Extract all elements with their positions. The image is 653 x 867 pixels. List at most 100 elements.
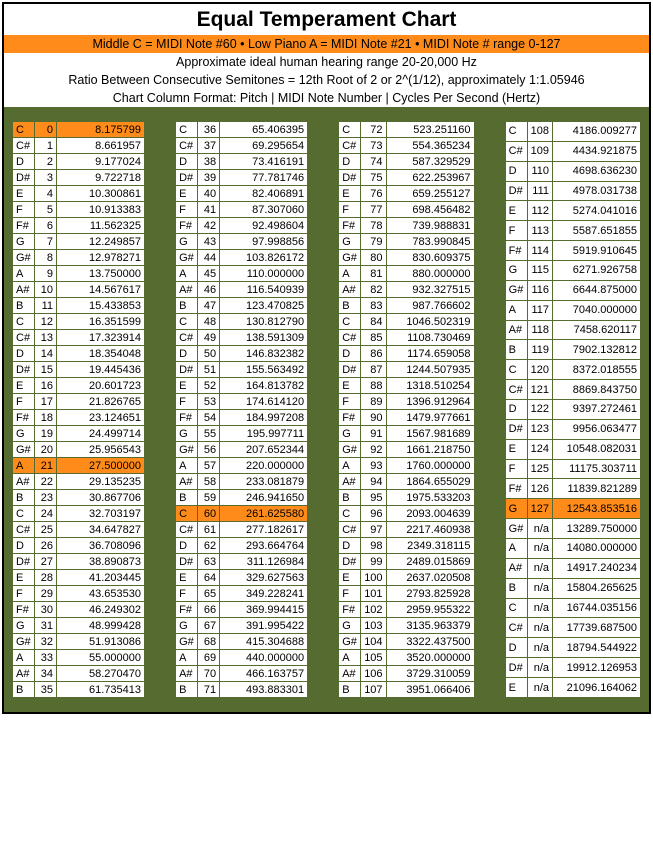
table-row: G#3251.913086 [13,634,145,650]
table-row: A#941864.655029 [339,474,474,490]
hz-cell: 554.365234 [386,138,474,154]
midi-cell: 42 [198,218,220,234]
midi-cell: 21 [35,458,57,474]
table-row: C#49138.591309 [176,330,308,346]
hz-cell: 523.251160 [386,122,474,138]
data-column-1: C3665.406395C#3769.295654D3873.416191D#3… [175,121,308,698]
hz-cell: 11.562325 [57,218,145,234]
table-row: F#66369.994415 [176,602,308,618]
pitch-cell: A [176,458,198,474]
table-row: E4082.406891 [176,186,308,202]
hz-cell: 21096.164062 [553,678,641,698]
hz-cell: 82.406891 [220,186,308,202]
pitch-cell: E [339,186,361,202]
pitch-cell: F# [13,218,35,234]
midi-cell: 98 [361,538,386,554]
midi-cell: 50 [198,346,220,362]
hz-cell: 1046.502319 [386,314,474,330]
table-row: D3873.416191 [176,154,308,170]
table-row: B951975.533203 [339,490,474,506]
hz-cell: 7902.132812 [553,340,641,360]
pitch-cell: G# [339,250,361,266]
pitch-cell: D# [13,554,35,570]
table-row: D#1519.445436 [13,362,145,378]
table-row: F53174.614120 [176,394,308,410]
midi-cell: n/a [527,539,552,559]
hz-cell: 1975.533203 [386,490,474,506]
pitch-cell: B [176,298,198,314]
hz-cell: 12543.853516 [553,499,641,519]
pitch-cell: G [339,234,361,250]
table-row: F77698.456482 [339,202,474,218]
table-row: F#78739.988831 [339,218,474,234]
pitch-cell: F [339,394,361,410]
hz-cell: 12.978271 [57,250,145,266]
midi-cell: 23 [35,490,57,506]
midi-cell: 64 [198,570,220,586]
table-row: C08.175799 [13,122,145,138]
hz-cell: 3520.000000 [386,650,474,666]
table-row: F891396.912964 [339,394,474,410]
hz-cell: 293.664764 [220,538,308,554]
table-row: F2943.653530 [13,586,145,602]
table-row: D861174.659058 [339,346,474,362]
midi-cell: 38 [198,154,220,170]
midi-cell: 70 [198,666,220,682]
table-row: A2127.500000 [13,458,145,474]
hz-cell: 1244.507935 [386,362,474,378]
table-row: A#46116.540939 [176,282,308,298]
pitch-cell: D [505,638,527,658]
table-row: D#992489.015869 [339,554,474,570]
midi-cell: 124 [527,439,552,459]
hz-cell: 587.329529 [386,154,474,170]
pitch-cell: D# [339,554,361,570]
table-row: G#1043322.437500 [339,634,474,650]
midi-cell: 4 [35,186,57,202]
hz-cell: 4698.636230 [553,161,641,181]
pitch-cell: G [505,499,527,519]
table-row: G911567.981689 [339,426,474,442]
table-row: C3665.406395 [176,122,308,138]
midi-cell: 54 [198,410,220,426]
table-row: D74587.329529 [339,154,474,170]
midi-cell: 58 [198,474,220,490]
data-column-2: C72523.251160C#73554.365234D74587.329529… [338,121,474,698]
pitch-cell: B [176,490,198,506]
hz-cell: 4978.031738 [553,181,641,201]
table-row: F#1022959.955322 [339,602,474,618]
table-row: En/a21096.164062 [505,678,640,698]
pitch-cell: D [339,154,361,170]
pitch-cell: G [13,234,35,250]
hz-cell: 24.499714 [57,426,145,442]
hz-cell: 41.203445 [57,570,145,586]
midi-cell: 116 [527,280,552,300]
hz-cell: 2959.955322 [386,602,474,618]
midi-cell: 27 [35,554,57,570]
midi-cell: 95 [361,490,386,506]
table-row: An/a14080.000000 [505,539,640,559]
table-row: E1002637.020508 [339,570,474,586]
table-row: B1073951.066406 [339,682,474,698]
table-row: C841046.502319 [339,314,474,330]
midi-cell: 33 [35,650,57,666]
hz-cell: 1396.912964 [386,394,474,410]
table-row: A#n/a14917.240234 [505,558,640,578]
table-row: C#1094434.921875 [505,141,640,161]
pitch-cell: G [176,426,198,442]
table-row: D#63311.126984 [176,554,308,570]
pitch-cell: A [339,650,361,666]
table-row: C60261.625580 [176,506,308,522]
pitch-cell: C# [176,330,198,346]
pitch-cell: C# [339,330,361,346]
hz-cell: 174.614120 [220,394,308,410]
pitch-cell: D [13,346,35,362]
pitch-cell: F# [339,602,361,618]
pitch-cell: F [13,586,35,602]
pitch-cell: G# [339,442,361,458]
hz-cell: 14.567617 [57,282,145,298]
hz-cell: 246.941650 [220,490,308,506]
midi-cell: 39 [198,170,220,186]
midi-cell: 114 [527,241,552,261]
pitch-cell: A# [176,474,198,490]
midi-cell: 100 [361,570,386,586]
